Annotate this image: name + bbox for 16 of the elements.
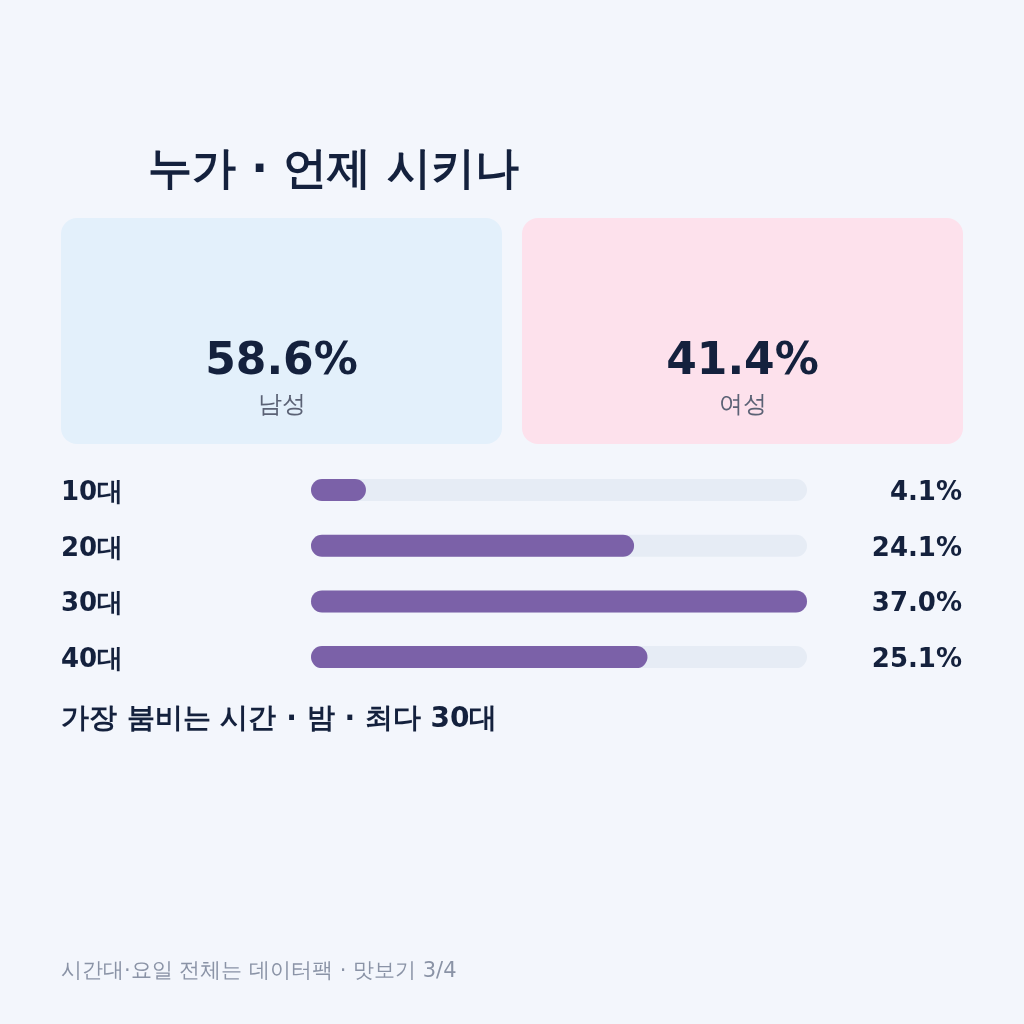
data-label: 24.1% (871, 531, 962, 562)
y-tick-label: 20대 (61, 531, 124, 562)
y-tick-label: 30대 (61, 587, 124, 618)
text: 누가 · 언제 시키나 (148, 142, 519, 193)
data-label: 4.1% (889, 476, 962, 506)
data-label: 37.0% (871, 587, 962, 618)
text: 41.4% (666, 333, 819, 384)
text: 시간대·요일 전체는 데이터팩 · 맛보기 3/4 (61, 958, 457, 982)
category-label: 여성 (718, 390, 767, 418)
y-tick-label: 10대 (61, 476, 124, 506)
text: 58.6% (205, 333, 358, 384)
y-tick-label: 40대 (61, 643, 124, 674)
category-label: 남성 (257, 390, 306, 418)
bar (311, 479, 366, 501)
text: 가장 붐비는 시간 · 밤 · 최다 30대 (61, 701, 498, 734)
data-label: 25.1% (871, 643, 962, 674)
